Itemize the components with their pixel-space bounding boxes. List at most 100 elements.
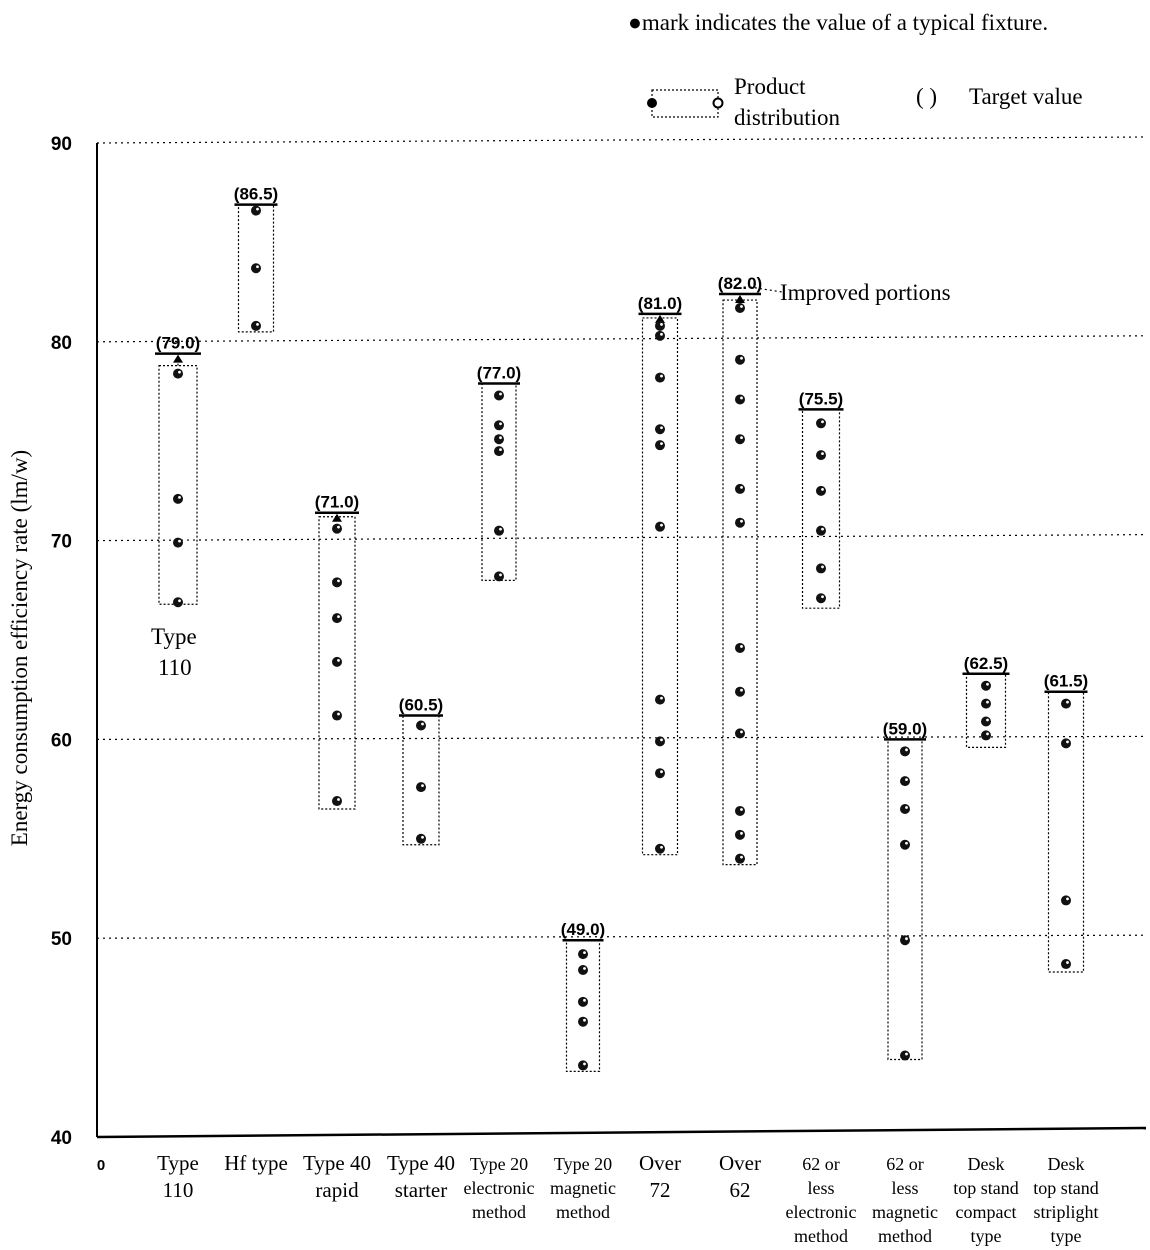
data-point-highlight: [986, 700, 989, 704]
category-label-line: less: [892, 1178, 919, 1198]
data-point-highlight: [740, 305, 743, 308]
target-value-label: (79.0): [156, 334, 200, 353]
data-point: [900, 839, 910, 850]
data-point: [1061, 895, 1071, 906]
data-point: [735, 394, 745, 405]
category-label-line: Type 20: [470, 1154, 528, 1174]
data-point-highlight: [740, 730, 743, 734]
category-label-line: 72: [650, 1178, 671, 1202]
type110-annotation-line2: 110: [158, 655, 192, 680]
category-label-line: type: [1051, 1226, 1082, 1246]
category-label-line: compact: [956, 1202, 1017, 1222]
data-point-highlight: [583, 1062, 586, 1066]
target-value-label: (61.5): [1044, 672, 1088, 691]
data-point-highlight: [1066, 740, 1069, 744]
category-label-line: starter: [395, 1178, 447, 1202]
data-point-highlight: [986, 682, 989, 686]
data-point-highlight: [660, 845, 663, 849]
category-label: Hf type: [224, 1151, 288, 1175]
data-point-highlight: [660, 738, 663, 742]
y-tick-label-70: 70: [51, 532, 72, 553]
data-point-highlight: [740, 831, 743, 835]
data-point-highlight: [337, 525, 340, 529]
data-point-highlight: [499, 573, 502, 577]
data-point: [735, 829, 745, 840]
legend-filled-point: [647, 98, 657, 108]
data-point-highlight: [499, 527, 502, 531]
data-point-highlight: [660, 426, 663, 430]
data-point-highlight: [499, 422, 502, 426]
data-point-highlight: [821, 565, 824, 569]
data-point: [735, 805, 745, 816]
category-label: 62 or less electronic method: [786, 1154, 857, 1246]
axis-layer: 90 80 70 60 50 40 0: [51, 134, 1147, 1174]
y-tick-label-40: 40: [51, 1128, 72, 1149]
category-label: Over 62: [719, 1151, 761, 1202]
data-point: [173, 537, 183, 548]
data-point-highlight: [821, 452, 824, 456]
data-point-highlight: [337, 712, 340, 716]
distribution-box: [965, 673, 1007, 748]
data-point: [332, 577, 342, 588]
category-label-line: Desk: [968, 1154, 1005, 1174]
data-point-highlight: [421, 722, 424, 726]
data-point: [735, 483, 745, 494]
category-label-line: method: [878, 1226, 932, 1246]
data-point-highlight: [1066, 897, 1069, 901]
legend-product-label-line1: Product: [734, 74, 806, 99]
gridline-50: [96, 934, 1147, 939]
distribution-box: [801, 408, 841, 609]
data-point: [655, 843, 665, 854]
category-label: Type 20 electronic method: [464, 1154, 535, 1222]
gridline-80: [96, 335, 1147, 343]
gridline-60: [96, 735, 1147, 741]
data-point-highlight: [660, 696, 663, 700]
data-point-highlight: [583, 1018, 586, 1022]
data-point: [816, 525, 826, 536]
data-point: [655, 736, 665, 747]
data-point: [655, 694, 665, 705]
data-point: [494, 434, 504, 445]
data-point-highlight: [256, 265, 259, 269]
y-tick-label-50: 50: [51, 929, 72, 950]
data-point: [735, 728, 745, 739]
data-point: [735, 642, 745, 653]
data-point: [1061, 959, 1071, 970]
data-point-highlight: [256, 207, 259, 211]
data-point-highlight: [821, 595, 824, 599]
data-point-highlight: [178, 495, 181, 499]
target-value-label: (71.0): [315, 493, 359, 512]
data-point: [655, 372, 665, 383]
data-point-highlight: [337, 658, 340, 662]
data-point-highlight: [740, 436, 743, 440]
data-point: [332, 613, 342, 624]
data-point: [578, 949, 588, 960]
data-point: [416, 782, 426, 793]
data-point: [173, 368, 183, 379]
data-point-highlight: [740, 688, 743, 692]
data-point-highlight: [499, 448, 502, 452]
data-point: [1061, 738, 1071, 749]
data-point: [816, 563, 826, 574]
category-label-line: 62 or: [802, 1154, 840, 1174]
data-point: [900, 935, 910, 946]
data-point: [816, 593, 826, 604]
data-point-highlight: [178, 539, 181, 543]
grid-layer: [96, 136, 1147, 939]
category-label-line: electronic: [464, 1178, 535, 1198]
data-point-highlight: [660, 322, 663, 326]
data-point: [332, 796, 342, 807]
filled-dot-marker: ●: [628, 10, 642, 35]
category-label-line: method: [794, 1226, 848, 1246]
data-point: [816, 418, 826, 429]
data-point-highlight: [740, 808, 743, 811]
data-point: [735, 354, 745, 365]
improvement-arrowhead: [735, 295, 745, 304]
category-group-10: (59.0) 62 or less magnetic method: [872, 719, 938, 1246]
category-label: Type 40 starter: [387, 1151, 455, 1202]
category-group-5: (77.0) Type 20 electronic method: [464, 364, 535, 1222]
distribution-box: [481, 382, 517, 581]
data-point: [816, 450, 826, 461]
improvement-arrowhead: [332, 513, 342, 522]
